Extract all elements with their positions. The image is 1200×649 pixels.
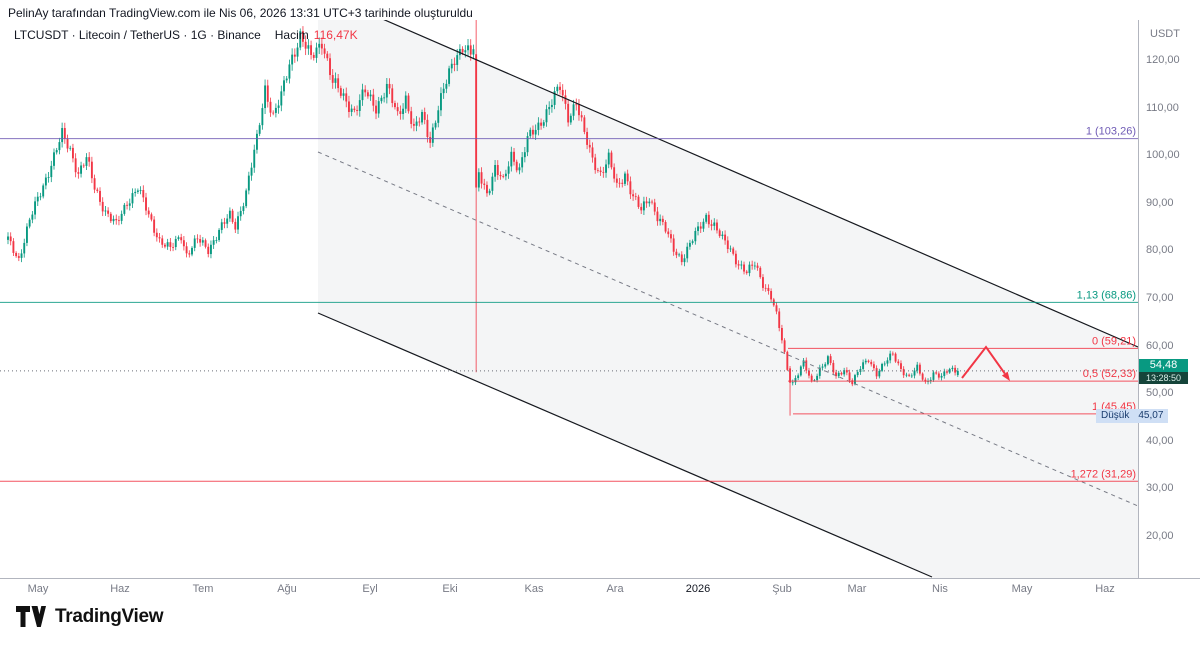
candlesticks [7,20,959,416]
time-label-2026-8: 2026 [686,583,710,595]
channel-median-line [317,151,1138,507]
tradingview-logo-icon[interactable] [16,604,46,629]
price-tick-8: 40,00 [1146,435,1174,447]
price-tick-6: 60,00 [1146,340,1174,352]
trend-channel [317,20,1138,578]
time-label-ağu-3: Ağu [277,583,297,595]
low-value: 45,07 [1138,410,1164,421]
level-label-1: 1,13 (68,86) [1077,289,1136,301]
time-label-şub-9: Şub [772,583,792,595]
price-tick-7: 50,00 [1146,387,1174,399]
price-tick-4: 80,00 [1146,244,1174,256]
time-label-haz-1: Haz [110,583,130,595]
time-label-nis-11: Nis [932,583,948,595]
time-label-eyl-4: Eyl [362,583,377,595]
chart-legend[interactable]: LTCUSDT · Litecoin / TetherUS · 1G · Bin… [14,28,358,42]
axis-currency-label: USDT [1150,28,1180,40]
time-label-may-12: May [1012,583,1033,595]
price-tick-3: 90,00 [1146,197,1174,209]
forecast-arrow[interactable] [961,345,1006,379]
price-tick-2: 100,00 [1146,149,1180,161]
level-label-3: 0,5 (52,33) [1083,368,1136,380]
low-label: Düşük [1101,410,1130,421]
footer: TradingView [16,604,164,629]
volume-label: Hacim [274,28,309,42]
low-price-badge: Düşük 45,07 [1096,409,1169,423]
time-label-may-0: May [28,583,49,595]
level-label-2: 0 (59,21) [1092,335,1136,347]
volume-value: 116,47K [313,28,358,42]
bar-countdown: 13:28:50 [1139,372,1188,384]
price-tick-5: 70,00 [1146,292,1174,304]
time-label-tem-2: Tem [193,583,214,595]
time-label-kas-6: Kas [525,583,544,595]
price-tick-0: 120,00 [1146,54,1180,66]
attribution-text: PelinAy tarafından TradingView.com ile N… [8,6,473,20]
time-label-mar-10: Mar [848,583,867,595]
last-price-badge: 54,48 13:28:50 [1139,359,1188,384]
level-label-5: 1,272 (31,29) [1071,468,1136,480]
time-label-ara-7: Ara [606,583,624,595]
forecast-arrow-head [1001,371,1010,381]
price-tick-10: 20,00 [1146,530,1174,542]
time-label-eki-5: Eki [442,583,457,595]
symbol-description: LTCUSDT · Litecoin / TetherUS · 1G · Bin… [14,28,261,42]
time-label-haz-13: Haz [1095,583,1115,595]
price-tick-1: 110,00 [1146,102,1179,114]
brand-name[interactable]: TradingView [55,605,164,627]
level-label-0: 1 (103,26) [1086,126,1136,138]
last-price-value: 54,48 [1139,359,1188,372]
price-tick-9: 30,00 [1146,482,1174,494]
